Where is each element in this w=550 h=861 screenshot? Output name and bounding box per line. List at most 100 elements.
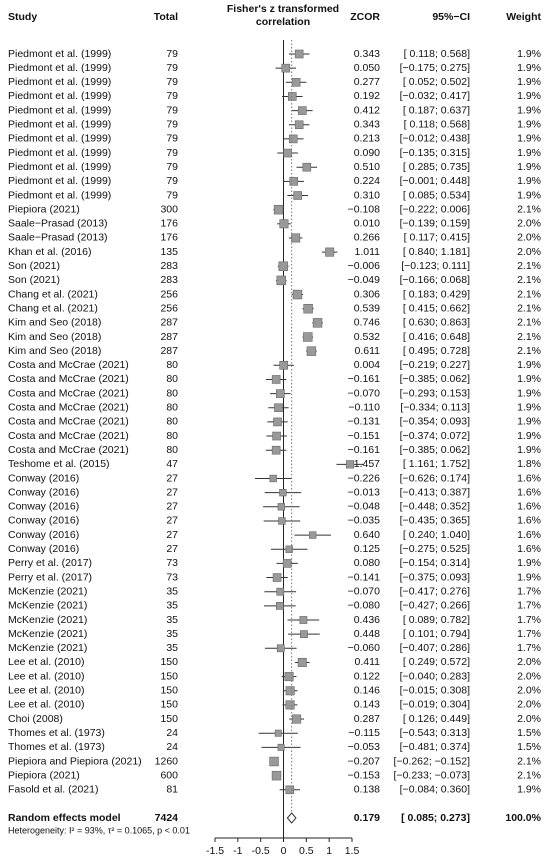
weight-label: 1.9% — [517, 557, 541, 569]
zcor-label: −0.035 — [348, 515, 381, 527]
total-label: 150 — [160, 699, 178, 711]
study-label: Chang et al. (2021) — [8, 302, 98, 314]
x-tick-label: 1.5 — [345, 845, 360, 857]
ci-label: [−0.407; 0.286] — [400, 642, 470, 654]
weight-label: 1.9% — [517, 76, 541, 88]
total-label: 287 — [160, 345, 178, 357]
total-label: 176 — [160, 232, 178, 244]
effect-box — [299, 616, 308, 624]
zcor-label: 0.138 — [354, 784, 380, 796]
study-label: Piedmont et al. (1999) — [8, 104, 111, 116]
weight-label: 2.1% — [517, 260, 541, 272]
study-label: Piepiora (2021) — [8, 203, 80, 215]
ci-label: [−0.334; 0.113] — [400, 402, 470, 414]
weight-label: 1.9% — [517, 416, 541, 428]
ci-label: [−0.175; 0.275] — [400, 62, 470, 74]
weight-label: 1.9% — [517, 402, 541, 414]
ci-label: [−0.135; 0.315] — [400, 147, 470, 159]
zcor-label: 0.310 — [354, 189, 380, 201]
study-label: McKenzie (2021) — [8, 600, 87, 612]
effect-box — [298, 106, 307, 115]
total-label: 35 — [166, 642, 178, 654]
effect-box — [291, 233, 301, 243]
ci-label: [−0.427; 0.266] — [400, 600, 470, 612]
zcor-label: 0.343 — [354, 119, 380, 131]
ci-label: [ 1.161; 1.752] — [403, 458, 470, 470]
ci-label: [ 0.101; 0.794] — [403, 628, 470, 640]
effect-box — [273, 417, 282, 427]
total-label: 287 — [160, 317, 178, 329]
zcor-label: −0.053 — [348, 741, 381, 753]
weight-label: 1.9% — [517, 119, 541, 131]
weight-label: 2.1% — [517, 203, 541, 215]
study-label: Piepiora (2021) — [8, 769, 80, 781]
weight-label: 2.1% — [517, 769, 541, 781]
weight-label: 2.1% — [517, 345, 541, 357]
total-label: 283 — [160, 274, 178, 286]
weight-label: 1.7% — [517, 642, 541, 654]
zcor-label: −0.048 — [348, 501, 381, 513]
zcor-label: −0.151 — [348, 430, 381, 442]
study-label: Conway (2016) — [8, 515, 79, 527]
ci-label: [−0.543; 0.313] — [400, 727, 470, 739]
weight-label: 1.9% — [517, 189, 541, 201]
zcor-label: 0.143 — [354, 699, 380, 711]
zcor-label: 0.010 — [354, 218, 380, 230]
total-label: 79 — [166, 189, 178, 201]
zcor-label: 0.004 — [354, 359, 380, 371]
weight-label: 2.1% — [517, 317, 541, 329]
total-label: 79 — [166, 119, 178, 131]
ci-label: [−0.275; 0.525] — [400, 543, 470, 555]
effect-box — [278, 517, 286, 525]
ci-label: [−0.001; 0.448] — [400, 175, 470, 187]
total-label: 24 — [166, 741, 178, 753]
ci-label: [−0.040; 0.283] — [400, 670, 470, 682]
weight-label: 1.9% — [517, 104, 541, 116]
ci-label: [−0.233; −0.073] — [394, 769, 471, 781]
ci-label: [−0.166; 0.068] — [400, 274, 470, 286]
ci-label: [ 0.089; 0.782] — [403, 614, 470, 626]
study-label: Son (2021) — [8, 274, 60, 286]
summary-total: 7424 — [155, 812, 179, 824]
study-label: McKenzie (2021) — [8, 628, 87, 640]
total-label: 79 — [166, 48, 178, 60]
zcor-label: 0.611 — [355, 345, 381, 357]
zcor-label: 0.125 — [354, 543, 380, 555]
total-label: 135 — [160, 246, 178, 258]
ci-label: [−0.293; 0.153] — [400, 387, 470, 399]
weight-label: 1.7% — [517, 600, 541, 612]
weight-label: 1.9% — [517, 48, 541, 60]
total-label: 27 — [166, 515, 178, 527]
total-label: 150 — [160, 713, 178, 725]
study-label: Lee et al. (2010) — [8, 699, 84, 711]
total-label: 27 — [166, 529, 178, 541]
zcor-label: 0.192 — [354, 90, 380, 102]
weight-label: 1.9% — [517, 571, 541, 583]
weight-label: 1.6% — [517, 486, 541, 498]
header-effect: correlation — [256, 16, 310, 28]
zcor-label: −0.006 — [348, 260, 381, 272]
effect-box — [302, 162, 312, 172]
weight-label: 2.0% — [517, 713, 541, 725]
ci-label: [−0.375; 0.093] — [400, 571, 470, 583]
total-label: 80 — [166, 444, 178, 456]
total-label: 27 — [166, 501, 178, 513]
total-label: 300 — [160, 203, 178, 215]
zcor-label: 0.510 — [354, 161, 380, 173]
study-label: Costa and McCrae (2021) — [8, 444, 129, 456]
zcor-label: −0.131 — [348, 416, 381, 428]
study-label: Piedmont et al. (1999) — [8, 189, 111, 201]
study-label: Piedmont et al. (1999) — [8, 175, 111, 187]
weight-label: 1.9% — [517, 359, 541, 371]
total-label: 287 — [160, 331, 178, 343]
total-label: 79 — [166, 175, 178, 187]
effect-box — [303, 332, 313, 342]
ci-label: [ 0.285; 0.735] — [403, 161, 470, 173]
study-label: Lee et al. (2010) — [8, 656, 84, 668]
header-ci: 95%−CI — [432, 11, 470, 23]
effect-box — [285, 686, 295, 696]
study-label: McKenzie (2021) — [8, 642, 87, 654]
effect-box — [271, 770, 282, 781]
x-tick-label: 0.5 — [299, 845, 314, 857]
effect-box — [293, 191, 302, 200]
